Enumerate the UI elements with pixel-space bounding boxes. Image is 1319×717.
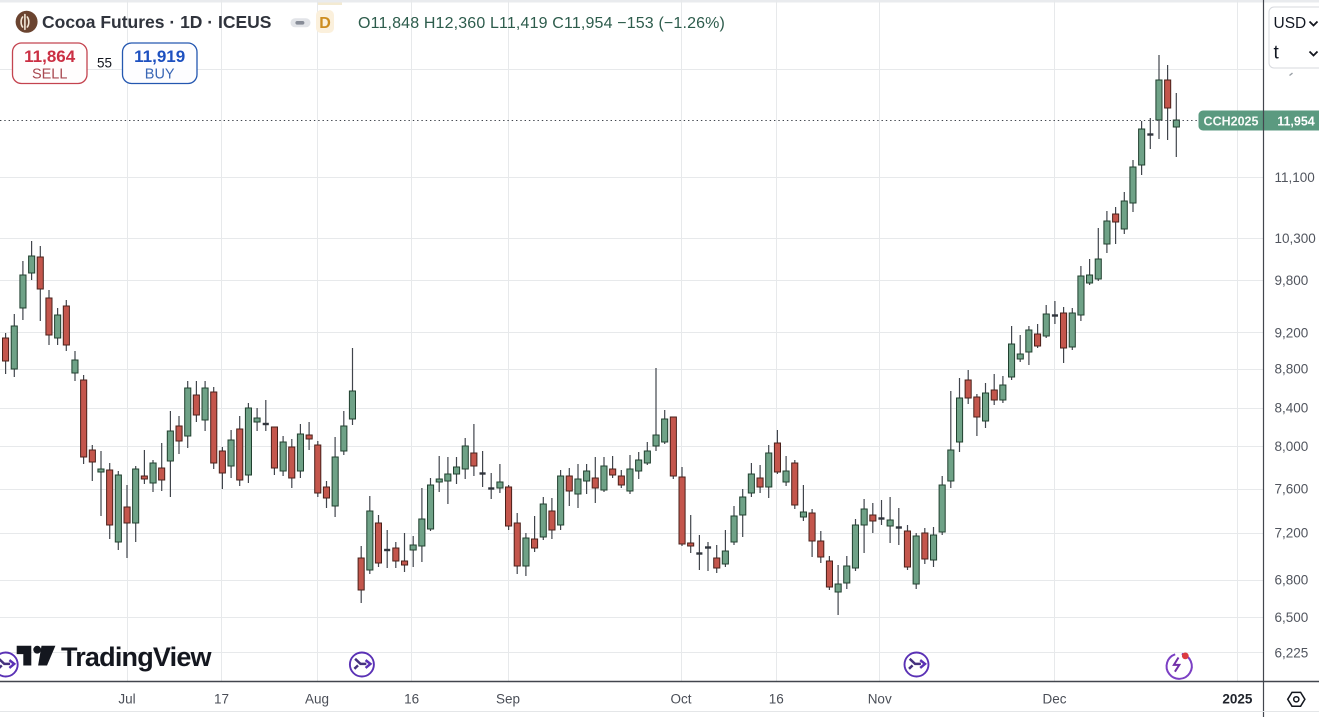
svg-text:2025: 2025 [1222,692,1253,707]
svg-text:11,919: 11,919 [134,47,185,66]
svg-text:16: 16 [404,692,419,707]
svg-text:8,000: 8,000 [1275,439,1309,454]
svg-text:Aug: Aug [305,692,329,707]
svg-text:11,864: 11,864 [24,47,76,66]
svg-text:Jul: Jul [118,692,135,707]
svg-text:t: t [1274,43,1280,64]
svg-text:BUY: BUY [145,67,175,83]
svg-text:6,800: 6,800 [1275,573,1309,588]
svg-text:Sep: Sep [496,692,520,707]
svg-text:6,500: 6,500 [1275,610,1309,625]
svg-text:SELL: SELL [32,67,67,83]
svg-text:10,300: 10,300 [1275,231,1316,246]
svg-text:11,100: 11,100 [1275,170,1315,185]
svg-text:Nov: Nov [868,692,892,707]
svg-text:D: D [319,15,331,32]
svg-text:9,800: 9,800 [1275,273,1309,288]
svg-text:7,600: 7,600 [1275,482,1309,497]
svg-text:8,800: 8,800 [1275,362,1309,377]
svg-text:CCH2025: CCH2025 [1204,114,1259,128]
svg-text:16: 16 [769,692,784,707]
svg-text:USD: USD [1274,15,1307,32]
svg-text:9,200: 9,200 [1275,326,1309,341]
svg-text:55: 55 [97,56,112,71]
svg-text:Dec: Dec [1042,692,1066,707]
svg-text:O11,848 H12,360 L11,419 C11,95: O11,848 H12,360 L11,419 C11,954 −153 (−1… [358,15,725,32]
svg-text:7,200: 7,200 [1275,526,1309,541]
svg-text:8,400: 8,400 [1275,401,1309,416]
svg-text:6,225: 6,225 [1275,645,1309,660]
svg-text:Cocoa Futures · 1D · ICEUS: Cocoa Futures · 1D · ICEUS [42,12,271,32]
svg-text:11,954: 11,954 [1277,114,1315,128]
svg-text:Oct: Oct [670,692,691,707]
svg-text:17: 17 [214,692,229,707]
svg-text:TradingView: TradingView [61,642,213,672]
